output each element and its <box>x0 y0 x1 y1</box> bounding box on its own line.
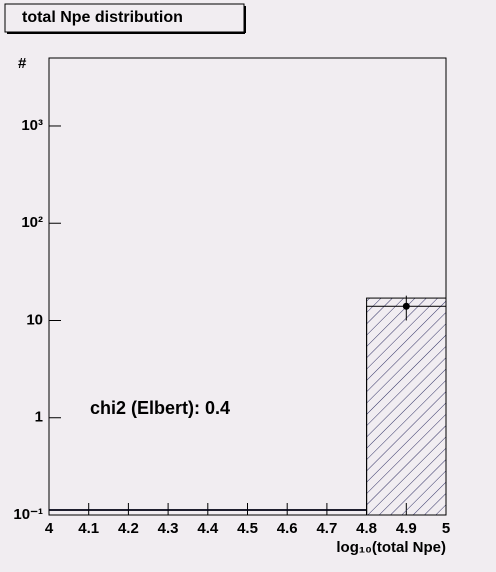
x-tick-label: 4.9 <box>396 520 417 537</box>
y-tick-label: 10 <box>26 311 43 328</box>
x-tick-label: 5 <box>442 520 450 537</box>
title-box <box>4 3 245 33</box>
x-tick-label: 4.5 <box>237 520 258 537</box>
x-tick-label: 4.1 <box>78 520 99 537</box>
y-tick-label: 1 <box>35 409 43 426</box>
y-tick-label: 10² <box>21 214 43 231</box>
x-tick-label: 4.4 <box>197 520 219 537</box>
y-tick-label: 10³ <box>21 117 43 134</box>
y-tick-label: 10⁻¹ <box>13 506 43 523</box>
annotation: chi2 (Elbert): 0.4 <box>90 398 230 418</box>
x-axis-label: log₁₀(total Npe) <box>336 539 446 556</box>
x-tick-label: 4.8 <box>356 520 377 537</box>
chart-title: total Npe distribution <box>22 9 183 26</box>
x-tick-label: 4.7 <box>316 520 337 537</box>
x-tick-label: 4.2 <box>118 520 139 537</box>
x-tick-label: 4.3 <box>158 520 179 537</box>
data-point <box>402 302 410 310</box>
histogram-bar <box>366 297 447 516</box>
x-tick-label: 4.6 <box>277 520 298 537</box>
y-axis-label: # <box>18 55 27 72</box>
x-tick-label: 4 <box>45 520 54 537</box>
